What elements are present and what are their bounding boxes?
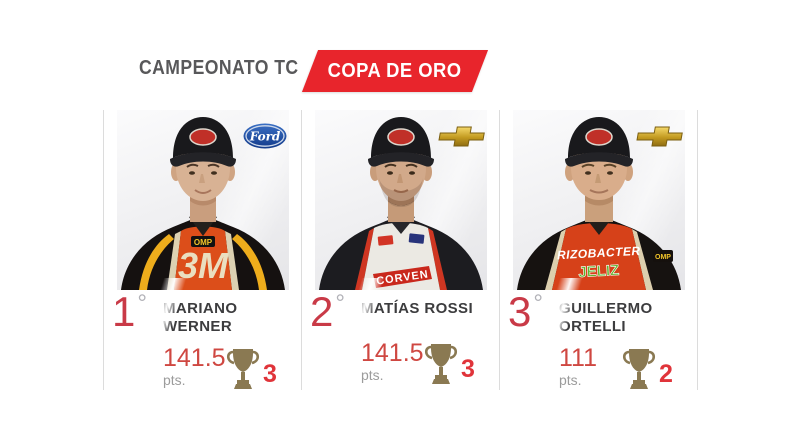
driver-name: GUILLERMO ORTELLI: [559, 293, 653, 336]
wins-block: 2: [621, 347, 673, 389]
standings-row: 3M OMP: [103, 110, 698, 390]
points-value: 111: [559, 344, 598, 372]
driver-name-line2: WERNER: [163, 318, 233, 335]
driver-photo-ortelli: RIZOBACTER JELIZ OMP: [513, 110, 685, 290]
driver-card-rossi[interactable]: CORVEN: [301, 110, 499, 390]
position-number: 2: [310, 288, 334, 335]
driver-portrait-illustration: RIZOBACTER JELIZ OMP: [517, 117, 681, 290]
position-block: 2 °: [302, 288, 361, 335]
position-block: 3 °: [500, 288, 559, 336]
trophy-icon: [622, 349, 656, 389]
driver-name-line1: MATÍAS ROSSI: [361, 300, 474, 317]
chevrolet-logo-icon: [636, 126, 683, 147]
driver-photo-werner: 3M OMP: [117, 110, 289, 290]
wins-block: 3: [423, 342, 475, 384]
wins-count: 3: [263, 360, 277, 388]
ford-logo-icon: Ford: [243, 123, 287, 149]
chevrolet-logo-icon: [438, 126, 485, 147]
suit-brand-text: 3M: [178, 245, 229, 286]
degree-icon: °: [335, 290, 345, 317]
suit-brand-text: RIZOBACTER: [557, 244, 641, 262]
position-number: 3: [508, 288, 532, 335]
trophy-icon: [226, 349, 260, 389]
driver-name: MATÍAS ROSSI: [361, 293, 473, 331]
driver-card-ortelli[interactable]: RIZOBACTER JELIZ OMP: [499, 110, 697, 390]
points-value: 141.5: [163, 344, 226, 372]
position-number: 1: [112, 288, 136, 335]
degree-icon: °: [137, 290, 147, 317]
suit-patch-text: OMP: [655, 254, 671, 261]
copa-de-oro-label: COPA DE ORO: [328, 59, 462, 82]
championship-title: CAMPEONATO TC: [139, 57, 299, 79]
points-label: pts.: [361, 367, 384, 383]
driver-portrait-illustration: CORVEN: [319, 117, 483, 290]
driver-portrait-illustration: 3M OMP: [121, 117, 285, 290]
suit-patch-text: OMP: [194, 238, 213, 247]
driver-name-line1: GUILLERMO: [559, 300, 653, 317]
ford-wordmark: Ford: [249, 130, 281, 144]
points-block: 141.5 pts.: [361, 339, 424, 384]
points-block: 141.5 pts.: [163, 344, 226, 389]
wins-count: 2: [659, 360, 673, 388]
wins-count: 3: [461, 355, 475, 383]
points-block: 111 pts.: [559, 344, 621, 389]
degree-icon: °: [533, 290, 543, 317]
driver-name-line2: ORTELLI: [559, 318, 626, 335]
points-value: 141.5: [361, 339, 424, 367]
suit-secondary-text: JELIZ: [578, 262, 620, 281]
driver-name: MARIANO WERNER: [163, 293, 237, 336]
copa-de-oro-tab[interactable]: COPA DE ORO: [301, 50, 489, 92]
wins-block: 3: [225, 347, 277, 389]
points-label: pts.: [559, 372, 582, 388]
driver-name-line1: MARIANO: [163, 300, 238, 317]
points-label: pts.: [163, 372, 186, 388]
trophy-icon: [424, 344, 458, 384]
driver-photo-rossi: CORVEN: [315, 110, 487, 290]
driver-card-werner[interactable]: 3M OMP: [103, 110, 301, 390]
position-block: 1 °: [104, 288, 163, 336]
